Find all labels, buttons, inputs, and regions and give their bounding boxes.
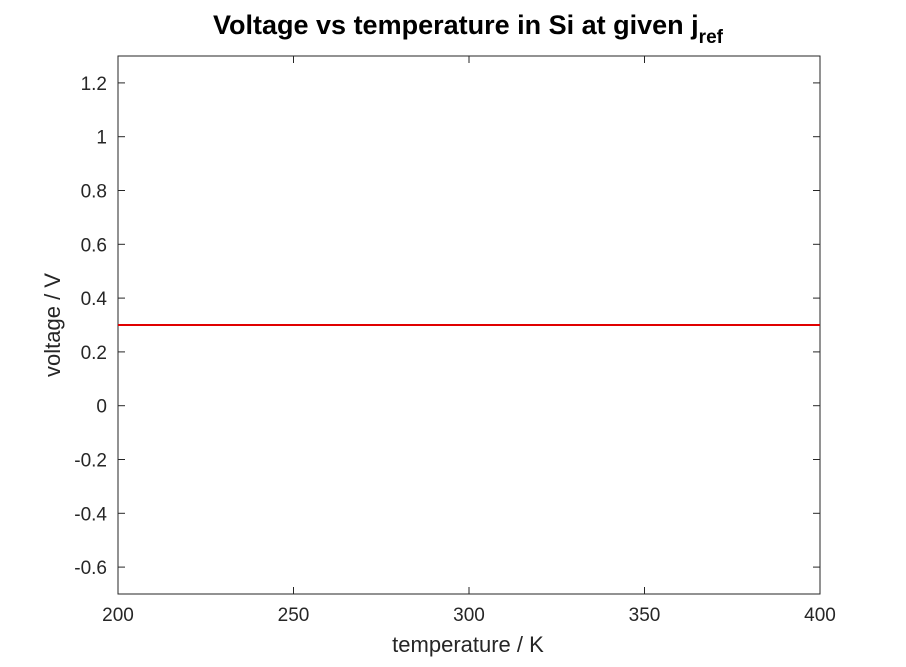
y-tick-label: -0.6 <box>74 558 107 579</box>
y-tick-label: 0.4 <box>81 289 108 310</box>
y-tick-label: 0.8 <box>81 182 107 203</box>
x-axis-ticks: 200 250 300 350 400 <box>102 56 836 626</box>
x-axis-label: temperature / K <box>392 632 544 657</box>
chart-title: Voltage vs temperature in Si at given jr… <box>213 10 724 48</box>
y-tick-label: 0.6 <box>81 235 107 256</box>
x-tick-label: 200 <box>102 605 134 626</box>
x-tick-label: 350 <box>629 605 661 626</box>
y-tick-label: 1.2 <box>81 74 107 95</box>
y-axis-ticks: -0.6 -0.4 -0.2 0 0.2 0.4 0.6 0.8 1 1.2 <box>74 74 820 579</box>
x-tick-label: 250 <box>278 605 310 626</box>
y-tick-label: 1 <box>96 128 107 149</box>
y-tick-label: 0.2 <box>81 343 107 364</box>
chart-title-main: Voltage vs temperature in Si at given j <box>213 10 699 40</box>
y-tick-label: 0 <box>96 397 107 418</box>
y-tick-label: -0.4 <box>74 504 107 525</box>
x-tick-label: 300 <box>453 605 485 626</box>
y-tick-label: -0.2 <box>74 451 107 472</box>
x-tick-label: 400 <box>804 605 836 626</box>
chart-title-subscript: ref <box>699 27 724 48</box>
y-axis-label: voltage / V <box>40 273 65 377</box>
